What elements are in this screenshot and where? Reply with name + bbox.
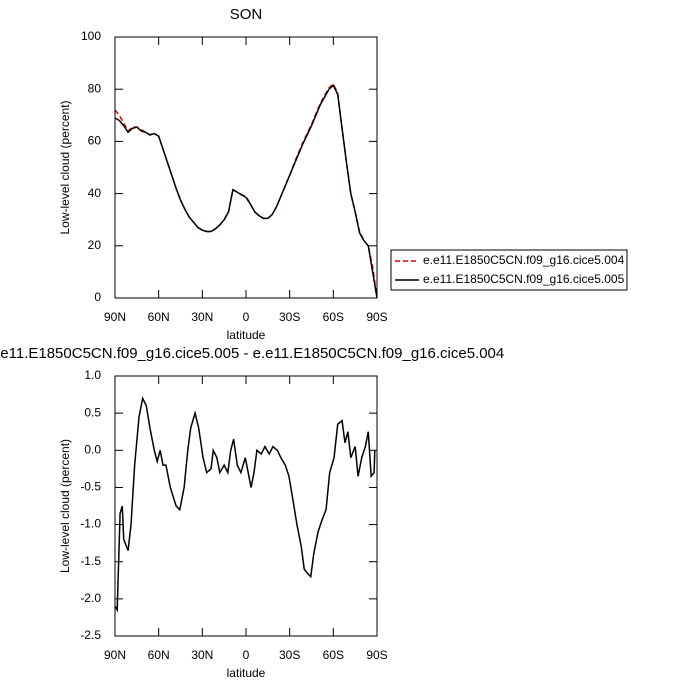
x-tick-label: 60S xyxy=(323,648,344,662)
plot-frame xyxy=(114,36,378,299)
y-tick-label: -2.5 xyxy=(80,628,101,642)
data-line xyxy=(115,82,377,299)
x-tick-label: 0 xyxy=(243,648,250,662)
y-tick-label: 0 xyxy=(94,290,101,304)
x-tick-label: 60N xyxy=(148,310,170,324)
y-tick-label: 80 xyxy=(88,81,102,95)
x-tick-label: 30S xyxy=(279,648,300,662)
x-tick-label: 90N xyxy=(104,648,126,662)
data-line xyxy=(115,84,377,299)
chart-title: e.e11.E1850C5CN.f09_g16.cice5.005 - e.e1… xyxy=(0,345,504,362)
y-tick-label: 100 xyxy=(81,29,101,43)
data-line xyxy=(115,395,376,613)
x-tick-label: 30N xyxy=(191,310,213,324)
x-tick-label: 90S xyxy=(366,648,387,662)
chart-title: SON xyxy=(230,6,263,23)
y-tick-label: 40 xyxy=(88,186,102,200)
y-axis-label: Low-level cloud (percent) xyxy=(58,100,72,234)
legend-label: e.e11.E1850C5CN.f09_g16.cice5.004 xyxy=(423,253,625,267)
y-axis-label: Low-level cloud (percent) xyxy=(58,439,72,573)
legend-label: e.e11.E1850C5CN.f09_g16.cice5.005 xyxy=(423,272,625,286)
x-axis-label: latitude xyxy=(227,328,266,342)
y-tick-label: -0.5 xyxy=(80,480,101,494)
x-tick-label: 90N xyxy=(104,310,126,324)
legend-box xyxy=(390,249,628,291)
y-tick-label: 0.0 xyxy=(84,442,101,456)
y-tick-label: 60 xyxy=(88,134,102,148)
x-axis-label: latitude xyxy=(227,666,266,680)
y-tick-label: -1.0 xyxy=(80,517,101,531)
y-tick-label: 1.0 xyxy=(84,368,101,382)
x-tick-label: 30S xyxy=(279,310,300,324)
x-tick-label: 60N xyxy=(148,648,170,662)
plot-frame xyxy=(114,375,378,637)
y-tick-label: 0.5 xyxy=(84,405,101,419)
x-tick-label: 60S xyxy=(323,310,344,324)
y-tick-label: 20 xyxy=(88,238,102,252)
y-tick-label: -2.0 xyxy=(80,591,101,605)
y-tick-label: -1.5 xyxy=(80,554,101,568)
x-tick-label: 90S xyxy=(366,310,387,324)
x-tick-label: 30N xyxy=(191,648,213,662)
x-tick-label: 0 xyxy=(243,310,250,324)
